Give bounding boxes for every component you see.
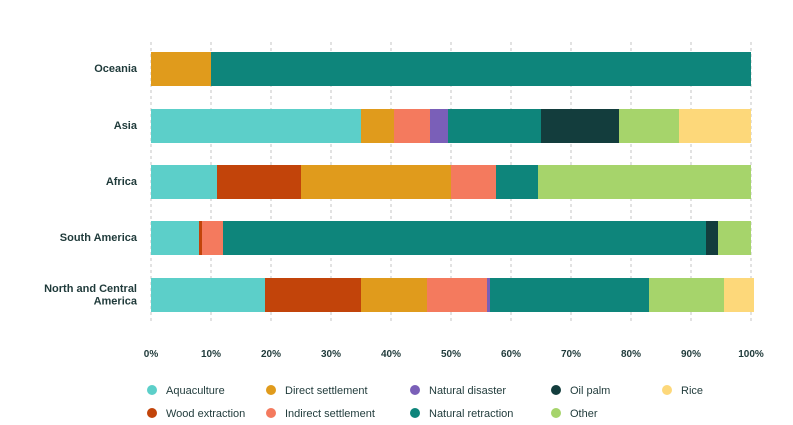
legend-marker: [662, 385, 672, 395]
bar-segment: [649, 278, 724, 312]
x-tick-label: 50%: [441, 349, 461, 360]
x-tick-label: 90%: [681, 349, 701, 360]
x-tick-label: 20%: [261, 349, 281, 360]
legend-label: Wood extraction: [166, 408, 245, 420]
x-tick-labels: 0% 10% 20% 30% 40% 50% 60% 70% 80% 90% 100%: [144, 349, 764, 360]
category-label: Oceania: [94, 63, 138, 75]
legend-label: Oil palm: [570, 385, 610, 397]
x-tick-label: 30%: [321, 349, 341, 360]
bar-segment: [199, 221, 202, 255]
legend-marker: [410, 385, 420, 395]
bar-segment: [679, 109, 751, 143]
x-tick-label: 100%: [738, 349, 764, 360]
x-tick-label: 40%: [381, 349, 401, 360]
bar-segment: [490, 278, 649, 312]
x-tick-label: 70%: [561, 349, 581, 360]
category-label: Asia: [114, 120, 138, 132]
legend-marker: [266, 385, 276, 395]
bar-segment: [448, 109, 541, 143]
category-label: Africa: [106, 176, 138, 188]
legend-marker: [410, 408, 420, 418]
bar-segment: [151, 52, 211, 86]
bar-segment: [217, 165, 301, 199]
legend-label: Natural disaster: [429, 385, 506, 397]
bar-segment: [151, 165, 217, 199]
legend-label: Indirect settlement: [285, 408, 375, 420]
bar-segment: [223, 221, 706, 255]
bar-segment: [451, 165, 496, 199]
bar-segment: [487, 278, 490, 312]
bar-segment: [496, 165, 538, 199]
bar-segment: [211, 52, 751, 86]
bar-segment: [718, 221, 751, 255]
category-label: South America: [60, 232, 138, 244]
bar-segment: [202, 221, 223, 255]
category-labels: Oceania Asia Africa South America North and …: [44, 63, 138, 308]
legend: Aquaculture Wood extraction Direct settlem…: [147, 385, 703, 420]
legend-marker: [147, 385, 157, 395]
x-tick-label: 60%: [501, 349, 521, 360]
bar-segment: [151, 278, 265, 312]
x-tick-label: 0%: [144, 349, 159, 360]
bar-segment: [394, 109, 430, 143]
bar-segment: [430, 109, 448, 143]
bar-segment: [538, 165, 751, 199]
bar-segment: [361, 109, 394, 143]
bar-segment: [706, 221, 718, 255]
bar-segment: [724, 278, 754, 312]
bar-segment: [151, 109, 361, 143]
bars: [151, 52, 754, 312]
bar-segment: [427, 278, 487, 312]
category-label: North and Central America: [44, 283, 138, 308]
legend-label: Aquaculture: [166, 385, 225, 397]
bar-segment: [541, 109, 619, 143]
legend-label: Other: [570, 408, 598, 420]
bar-segment: [301, 165, 451, 199]
legend-marker: [551, 408, 561, 418]
bar-segment: [151, 221, 199, 255]
legend-marker: [266, 408, 276, 418]
x-tick-label: 10%: [201, 349, 221, 360]
bar-segment: [361, 278, 427, 312]
legend-marker: [147, 408, 157, 418]
legend-marker: [551, 385, 561, 395]
legend-label: Direct settlement: [285, 385, 368, 397]
x-tick-label: 80%: [621, 349, 641, 360]
legend-label: Natural retraction: [429, 408, 513, 420]
bar-segment: [619, 109, 679, 143]
legend-label: Rice: [681, 385, 703, 397]
bar-segment: [265, 278, 361, 312]
